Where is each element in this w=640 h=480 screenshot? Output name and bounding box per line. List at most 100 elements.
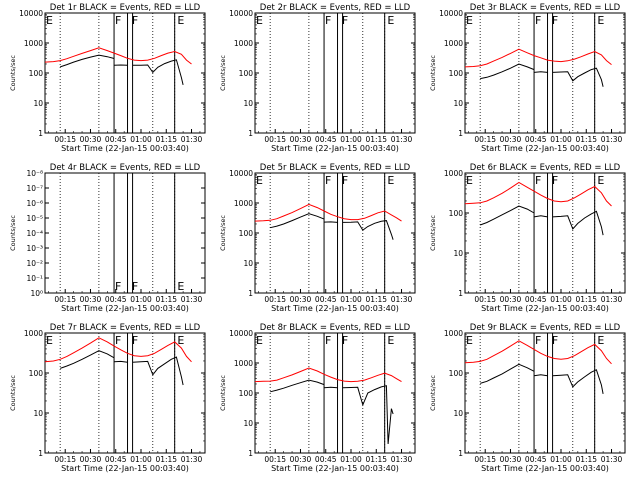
series-line-events xyxy=(114,360,128,363)
y-tick-label: 1 xyxy=(458,289,463,298)
y-tick-label: 1000 xyxy=(234,39,253,48)
y-tick-label: 10000 xyxy=(439,9,463,18)
x-tick-label: 01:00 xyxy=(340,295,362,304)
y-tick-label: 1000 xyxy=(234,359,253,368)
plot-frame xyxy=(44,12,206,134)
chart-panel-det-5r: Det 5r BLACK = Events, RED = LLD 1 10 100 10… xyxy=(219,163,416,313)
y-tick-label: 100 xyxy=(239,229,254,238)
flag-label: E xyxy=(256,334,263,347)
plot-frame xyxy=(254,12,416,134)
x-tick-label: 01:00 xyxy=(130,135,152,144)
y-tick-label: 1000 xyxy=(24,329,43,338)
x-tick-label: 00:45 xyxy=(105,135,127,144)
plot-frame xyxy=(464,332,626,454)
x-axis-label: Start Time (22-Jan-15 00:03:40) xyxy=(481,144,609,153)
y-tick-label: 10⁻⁵ xyxy=(26,214,43,223)
y-tick-label: 10⁰ xyxy=(30,289,43,298)
x-tick-label: 01:30 xyxy=(181,295,203,304)
y-tick-label: 1 xyxy=(248,129,253,138)
y-axis-label: Counts/sec xyxy=(9,375,17,411)
y-tick-label: 10 xyxy=(33,409,43,418)
x-tick-label: 01:15 xyxy=(365,455,387,464)
flag-label: E xyxy=(387,14,394,27)
flag-label: F xyxy=(535,174,541,187)
x-tick-label: 01:00 xyxy=(130,295,152,304)
y-tick-label: 1000 xyxy=(444,39,463,48)
y-tick-label: 10 xyxy=(453,99,463,108)
y-tick-label: 100 xyxy=(239,69,254,78)
x-tick-label: 01:15 xyxy=(575,135,597,144)
x-tick-label: 01:30 xyxy=(181,455,203,464)
y-tick-label: 100 xyxy=(239,389,254,398)
x-tick-label: 00:30 xyxy=(290,455,312,464)
series-line-lld xyxy=(254,203,402,222)
y-tick-label: 1 xyxy=(248,449,253,458)
series-line-lld xyxy=(44,337,192,363)
y-tick-label: 10⁻⁴ xyxy=(26,229,43,238)
y-tick-label: 10 xyxy=(243,99,253,108)
flag-label: E xyxy=(387,174,394,187)
series-line-events xyxy=(480,63,535,80)
chart-panel-det-4r: Det 4r BLACK = Events, RED = LLD 10⁰ 10⁻¹ 1… xyxy=(9,163,206,313)
y-tick-label: 1 xyxy=(38,449,43,458)
y-axis-label: Counts/sec xyxy=(9,215,17,251)
x-tick-label: 01:00 xyxy=(130,455,152,464)
flag-label: E xyxy=(177,280,184,293)
y-tick-label: 10000 xyxy=(229,9,253,18)
x-tick-label: 01:00 xyxy=(550,295,572,304)
y-tick-label: 10000 xyxy=(229,329,253,338)
y-tick-label: 10 xyxy=(243,259,253,268)
x-tick-label: 00:15 xyxy=(54,455,76,464)
x-tick-label: 00:15 xyxy=(264,455,286,464)
y-axis-label: Counts/sec xyxy=(429,55,437,91)
x-tick-label: 00:30 xyxy=(80,455,102,464)
series-line-lld xyxy=(464,340,612,365)
flag-label: F xyxy=(132,334,138,347)
y-tick-label: 1 xyxy=(248,289,253,298)
flag-label: E xyxy=(177,334,184,347)
y-tick-label: 100 xyxy=(449,69,464,78)
x-tick-label: 00:30 xyxy=(80,135,102,144)
x-tick-label: 01:30 xyxy=(391,455,413,464)
flag-label: E xyxy=(466,174,473,187)
series-line-events xyxy=(552,210,604,236)
series-line-events xyxy=(270,379,325,393)
x-tick-label: 01:00 xyxy=(550,135,572,144)
x-tick-label: 00:15 xyxy=(264,295,286,304)
series-line-events xyxy=(342,220,394,240)
series-line-lld xyxy=(254,367,402,383)
plot-frame xyxy=(44,332,206,454)
y-tick-label: 100 xyxy=(29,69,44,78)
x-tick-label: 01:15 xyxy=(575,295,597,304)
chart-title: Det 7r BLACK = Events, RED = LLD xyxy=(50,323,201,333)
x-tick-label: 01:30 xyxy=(601,455,623,464)
x-tick-label: 00:45 xyxy=(315,135,337,144)
x-axis-label: Start Time (22-Jan-15 00:03:40) xyxy=(61,464,189,473)
series-line-events xyxy=(132,59,184,86)
flag-label: E xyxy=(597,14,604,27)
chart-title: Det 3r BLACK = Events, RED = LLD xyxy=(470,3,621,13)
y-axis-label: Counts/sec xyxy=(9,55,17,91)
y-axis-label: Counts/sec xyxy=(219,215,227,251)
x-axis-label: Start Time (22-Jan-15 00:03:40) xyxy=(271,464,399,473)
x-tick-label: 01:30 xyxy=(391,295,413,304)
flag-label: F xyxy=(115,334,121,347)
series-line-lld xyxy=(44,47,192,65)
flag-label: E xyxy=(256,14,263,27)
chart-panel-det-9r: Det 9r BLACK = Events, RED = LLD 1 10 100 10… xyxy=(429,323,626,473)
y-tick-label: 1000 xyxy=(444,169,463,178)
y-tick-label: 1 xyxy=(458,129,463,138)
y-tick-label: 10000 xyxy=(19,9,43,18)
y-tick-label: 10⁻¹ xyxy=(26,274,43,283)
x-tick-label: 00:45 xyxy=(525,135,547,144)
flag-label: E xyxy=(387,334,394,347)
flag-label: E xyxy=(256,174,263,187)
chart-panel-det-7r: Det 7r BLACK = Events, RED = LLD 1 10 100 10… xyxy=(9,323,206,473)
x-tick-label: 01:00 xyxy=(550,455,572,464)
flag-label: E xyxy=(466,334,473,347)
flag-label: E xyxy=(46,334,53,347)
plot-frame xyxy=(464,12,626,134)
series-line-events xyxy=(342,385,394,445)
x-axis-label: Start Time (22-Jan-15 00:03:40) xyxy=(481,304,609,313)
